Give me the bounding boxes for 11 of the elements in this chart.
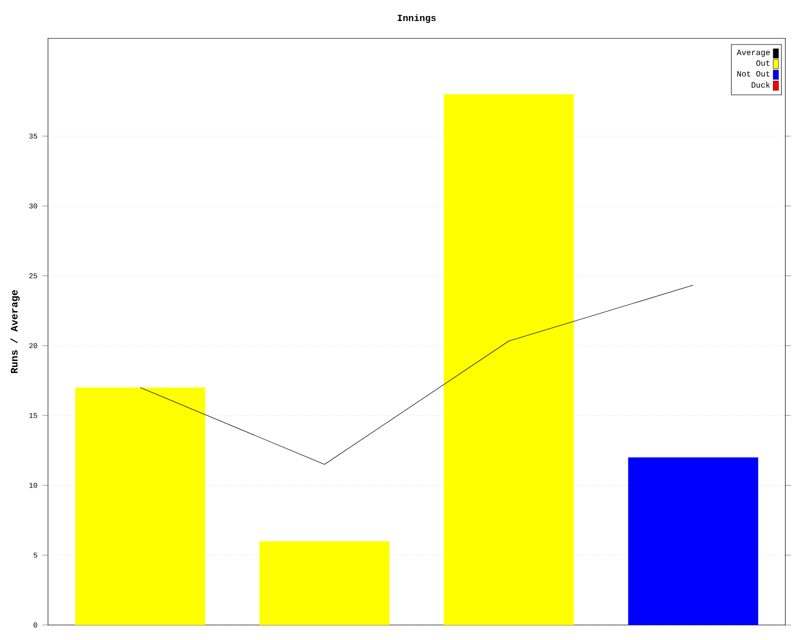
legend-label: Out (756, 60, 770, 66)
bar (75, 388, 206, 626)
bar (444, 94, 574, 626)
line-series (140, 284, 694, 465)
bar (260, 541, 390, 626)
legend-label: Average (736, 50, 770, 57)
legend-label: Duck (752, 82, 770, 88)
chart-title: Innings (398, 14, 436, 23)
bar (628, 457, 758, 626)
legend-label: Not Out (737, 71, 770, 77)
y-axis-title: Runs / Average (10, 290, 20, 374)
